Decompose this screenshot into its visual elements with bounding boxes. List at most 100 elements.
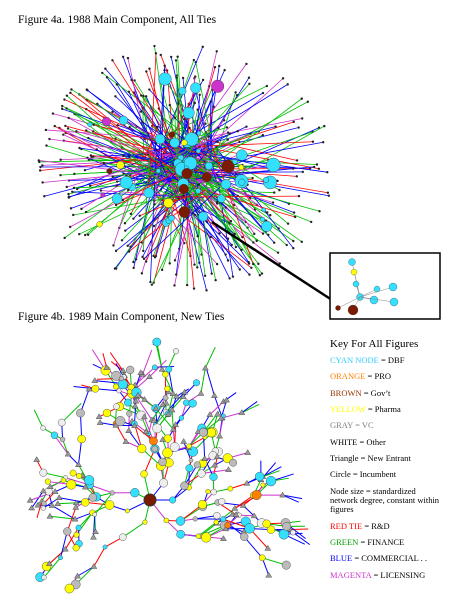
node [142,249,145,253]
tie [93,546,106,567]
key-item: BLUE = COMMERCIAL . . [330,554,445,563]
key: Key For All Figures CYAN NODE = DBF ORANG… [330,338,445,587]
node [222,119,226,122]
node [231,504,239,511]
node [43,195,46,198]
tie [57,501,86,505]
node [122,438,130,444]
node [118,115,128,125]
node [195,188,202,194]
node [159,53,162,57]
tie [151,404,164,421]
tie [136,396,153,421]
node [158,457,167,467]
node [348,258,356,266]
node [115,83,118,86]
node [155,168,161,174]
tie [174,191,250,264]
node [41,164,44,167]
tie [216,507,236,524]
node [111,193,123,204]
node [65,94,69,97]
tie [64,527,80,550]
node [114,203,118,207]
node [260,272,264,275]
tie [142,153,150,251]
node [69,207,73,210]
tie [42,167,191,183]
node [87,136,90,140]
node [125,427,133,433]
node [88,493,98,502]
tie [158,84,288,166]
node [286,83,289,86]
node [158,365,166,372]
network-1989 [26,337,311,594]
node [37,159,40,162]
node [151,445,159,453]
node [240,248,243,252]
node [72,544,80,552]
node [197,390,205,396]
tie [113,159,143,246]
node [91,377,99,383]
tie [43,557,61,578]
tie [31,490,44,509]
network-1988 [37,44,331,292]
node [150,283,154,286]
tie [292,532,311,546]
tie [77,438,83,465]
node [143,493,157,507]
node [132,266,135,270]
tie [54,435,69,455]
node [90,563,98,569]
node [169,496,177,504]
node [71,190,74,193]
node [198,427,208,437]
node [232,159,238,165]
node [87,122,93,128]
node [183,399,190,407]
node [134,391,142,398]
node [182,194,185,198]
node [176,529,185,539]
node [203,274,207,278]
node [60,107,64,111]
tie [109,352,124,372]
tie [85,165,167,213]
node [211,79,225,93]
node [159,436,167,442]
key-label: RED TIE [330,520,363,531]
node [312,165,316,169]
node [215,262,219,266]
node [84,210,88,214]
tie [200,368,206,394]
node [126,410,133,417]
node [141,396,148,402]
node [192,379,200,387]
node [159,401,167,407]
key-text: = R&D [364,520,390,531]
node [216,432,223,439]
node [103,364,111,370]
node [272,241,276,244]
node [192,287,196,290]
node [123,222,127,225]
node [243,479,251,486]
node [150,416,158,423]
node [168,215,175,222]
node [87,158,91,162]
tie [143,187,221,260]
node [266,525,276,534]
node [162,371,169,378]
node [133,79,136,82]
node [127,90,131,94]
node [217,64,221,68]
node [198,93,201,97]
node [185,464,194,473]
node [120,239,124,242]
node [169,137,180,148]
node [194,75,197,78]
node [58,555,63,561]
node [99,189,103,192]
